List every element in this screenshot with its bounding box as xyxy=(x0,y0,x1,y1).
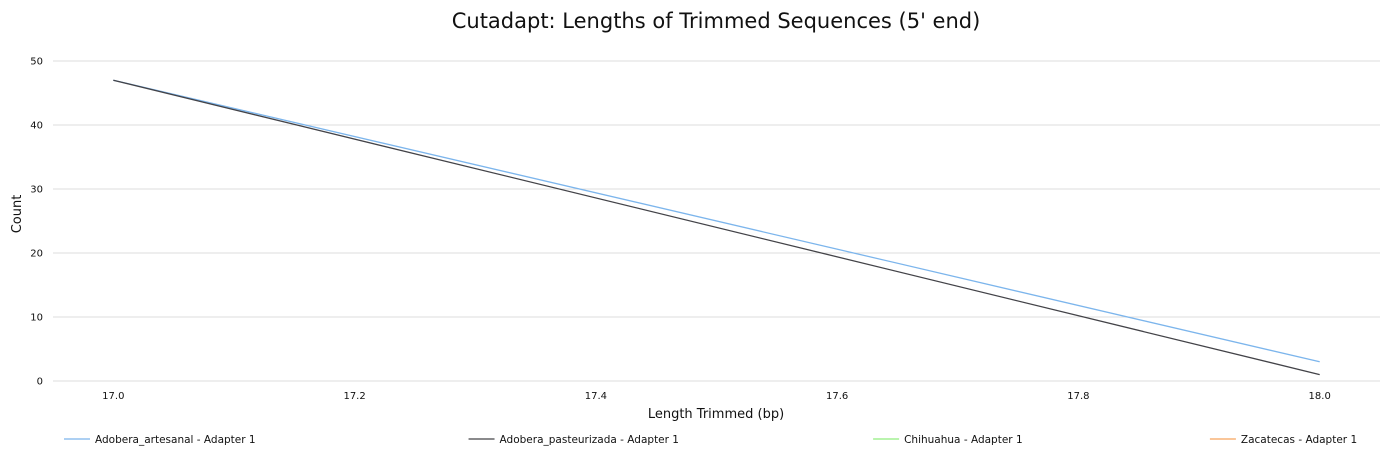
legend-item[interactable]: Adobera_pasteurizada - Adapter 1 xyxy=(468,434,679,446)
x-tick-label: 17.6 xyxy=(826,391,848,402)
legend-label: Adobera_pasteurizada - Adapter 1 xyxy=(500,434,679,446)
series-lines xyxy=(113,79,1320,376)
y-tick-label: 0 xyxy=(37,377,43,388)
chart-title: Cutadapt: Lengths of Trimmed Sequences (… xyxy=(452,9,981,33)
y-tick-label: 10 xyxy=(30,313,43,324)
y-tick-label: 20 xyxy=(30,249,43,260)
legend: Adobera_artesanal - Adapter 1 Adobera_pas… xyxy=(64,434,1357,446)
y-axis-ticks: 0 10 20 30 40 50 xyxy=(30,57,43,388)
x-tick-label: 18.0 xyxy=(1309,391,1331,402)
x-tick-label: 17.8 xyxy=(1067,391,1089,402)
y-tick-label: 40 xyxy=(30,121,43,132)
x-tick-label: 17.4 xyxy=(585,391,607,402)
x-tick-label: 17.2 xyxy=(343,391,365,402)
legend-item[interactable]: Adobera_artesanal - Adapter 1 xyxy=(64,434,256,446)
legend-item[interactable]: Zacatecas - Adapter 1 xyxy=(1209,434,1357,446)
legend-item[interactable]: Chihuahua - Adapter 1 xyxy=(873,434,1023,446)
y-tick-label: 30 xyxy=(30,185,43,196)
series-line-2 xyxy=(113,79,1320,376)
y-axis-label: Count xyxy=(10,195,25,234)
series-line-1 xyxy=(113,79,1320,363)
y-tick-label: 50 xyxy=(30,57,43,68)
legend-label: Adobera_artesanal - Adapter 1 xyxy=(95,434,256,446)
legend-label: Chihuahua - Adapter 1 xyxy=(904,434,1023,446)
x-axis-label: Length Trimmed (bp) xyxy=(648,407,784,422)
x-tick-label: 17.0 xyxy=(102,391,124,402)
legend-label: Zacatecas - Adapter 1 xyxy=(1241,434,1357,446)
grid-lines xyxy=(53,60,1380,382)
x-axis-ticks: 17.0 17.2 17.4 17.6 17.8 18.0 xyxy=(102,391,1331,402)
